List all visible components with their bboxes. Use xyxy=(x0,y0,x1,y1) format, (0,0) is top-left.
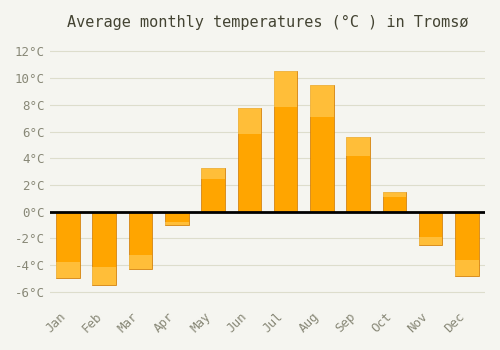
Bar xyxy=(92,267,116,285)
Bar xyxy=(202,168,225,179)
Bar xyxy=(56,262,80,278)
Title: Average monthly temperatures (°C ) in Tromsø: Average monthly temperatures (°C ) in Tr… xyxy=(66,15,468,30)
Bar xyxy=(238,107,261,212)
Bar xyxy=(56,212,80,278)
Bar xyxy=(128,212,152,269)
Bar xyxy=(274,71,297,106)
Bar xyxy=(346,137,370,155)
Bar xyxy=(382,191,406,197)
Bar xyxy=(128,255,152,269)
Bar xyxy=(165,212,188,225)
Bar xyxy=(165,222,188,225)
Bar xyxy=(310,85,334,212)
Bar xyxy=(274,71,297,212)
Bar xyxy=(92,212,116,285)
Bar xyxy=(310,85,334,117)
Bar xyxy=(238,107,261,134)
Bar xyxy=(419,237,442,245)
Bar xyxy=(455,260,478,276)
Bar xyxy=(419,212,442,245)
Bar xyxy=(346,137,370,212)
Bar xyxy=(202,168,225,212)
Bar xyxy=(382,191,406,212)
Bar xyxy=(455,212,478,276)
